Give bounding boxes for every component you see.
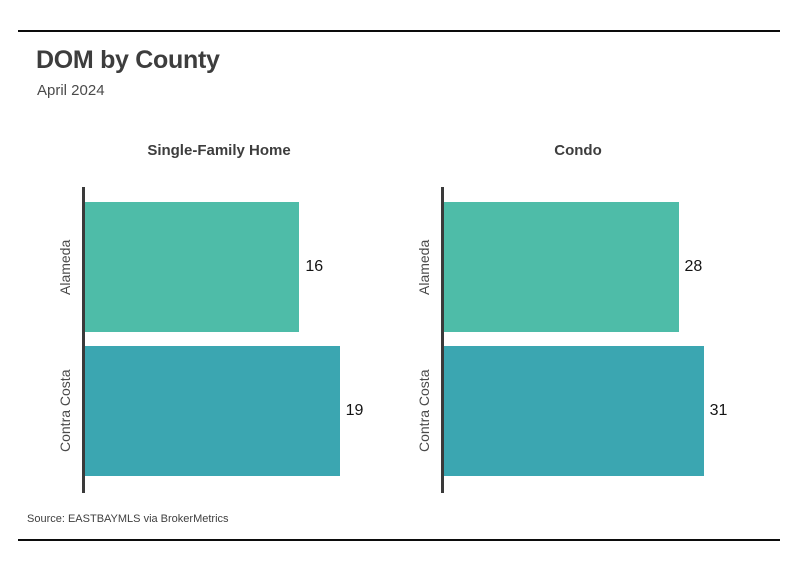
bar-contra-costa	[444, 346, 704, 476]
page-subtitle: April 2024	[37, 82, 105, 99]
plot-area-condo: Alameda 28 Contra Costa 31	[416, 187, 727, 493]
category-axis-label: Alameda	[416, 239, 432, 295]
bar-row-alameda: Alameda 28	[416, 202, 712, 332]
facet-title-single-family-home: Single-Family Home	[147, 142, 291, 159]
bar-alameda	[444, 202, 679, 332]
facet-condo: Condo Alameda 28 Contra Costa 31	[413, 142, 765, 502]
bar-row-alameda: Alameda 16	[57, 202, 353, 332]
category-axis-label: Contra Costa	[416, 369, 432, 453]
value-label: 19	[345, 402, 364, 419]
plot-area-single-family-home: Alameda 16 Contra Costa 19	[57, 187, 363, 493]
page-title: DOM by County	[36, 46, 220, 74]
facet-single-family-home: Single-Family Home Alameda 16 Contra Costa…	[54, 142, 406, 502]
value-label: 31	[709, 402, 728, 419]
source-attribution: Source: EASTBAYMLS via BrokerMetrics	[27, 513, 229, 525]
value-label: 16	[305, 258, 324, 275]
bar-row-contra-costa: Contra Costa 19	[57, 346, 363, 476]
top-rule	[18, 30, 780, 32]
bar-contra-costa	[85, 346, 340, 476]
bar-row-contra-costa: Contra Costa 31	[416, 346, 727, 476]
bar-alameda	[85, 202, 300, 332]
bottom-rule	[18, 539, 780, 541]
facet-title-condo: Condo	[554, 142, 602, 159]
category-axis-label: Contra Costa	[57, 369, 73, 453]
value-label: 28	[684, 258, 703, 275]
category-axis-label: Alameda	[57, 239, 73, 295]
